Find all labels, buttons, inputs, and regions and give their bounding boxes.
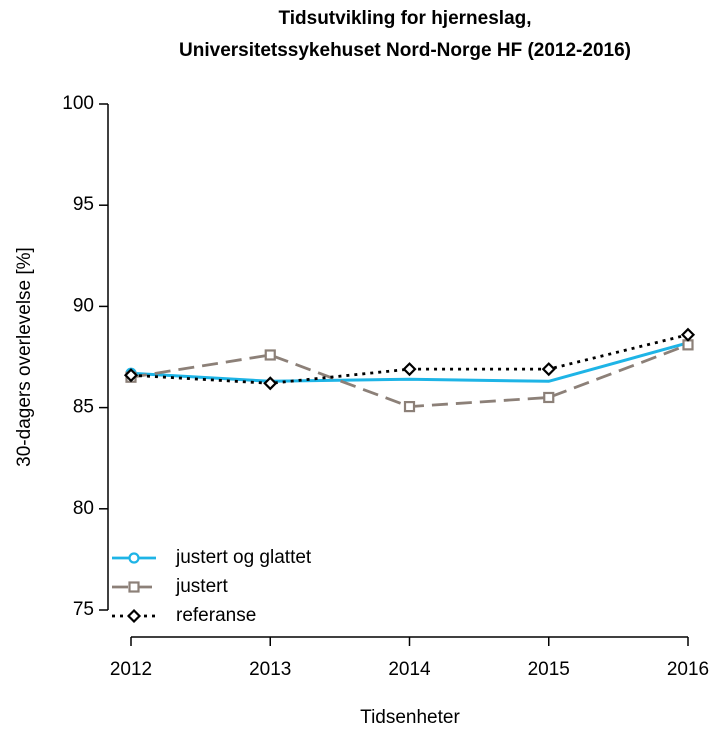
data-point — [264, 349, 276, 361]
chart-title: Universitetssykehuset Nord-Norge HF (201… — [179, 40, 631, 61]
data-point — [263, 376, 278, 391]
y-tick-label: 100 — [62, 93, 94, 114]
data-point — [543, 391, 555, 404]
legend-marker — [128, 581, 140, 593]
y-tick-label: 80 — [73, 498, 94, 519]
y-tick-label: 95 — [73, 194, 94, 215]
x-tick-label: 2012 — [110, 659, 152, 680]
legend-label: justert og glattet — [175, 547, 312, 568]
x-axis-label: Tidsenheter — [360, 707, 460, 728]
data-point — [403, 400, 416, 413]
y-tick-label: 90 — [73, 295, 94, 316]
data-point — [123, 368, 139, 383]
data-point — [680, 327, 696, 342]
x-tick-label: 2015 — [528, 659, 570, 680]
data-point — [402, 362, 417, 377]
x-tick-label: 2014 — [388, 659, 431, 680]
series-line — [130, 333, 689, 385]
data-point — [541, 362, 556, 377]
y-axis-label: 30-dagers overlevelse [%] — [14, 247, 35, 467]
series-line — [130, 341, 689, 383]
legend-label: justert — [175, 576, 228, 597]
y-tick-label: 85 — [73, 397, 94, 418]
legend-marker — [126, 608, 142, 624]
legend-label: referanse — [176, 605, 256, 626]
x-tick-label: 2016 — [667, 659, 709, 680]
x-tick-label: 2013 — [249, 659, 291, 680]
legend-marker — [128, 552, 140, 564]
chart-title: Tidsutvikling for hjerneslag, — [278, 8, 531, 29]
y-tick-label: 75 — [73, 599, 94, 620]
